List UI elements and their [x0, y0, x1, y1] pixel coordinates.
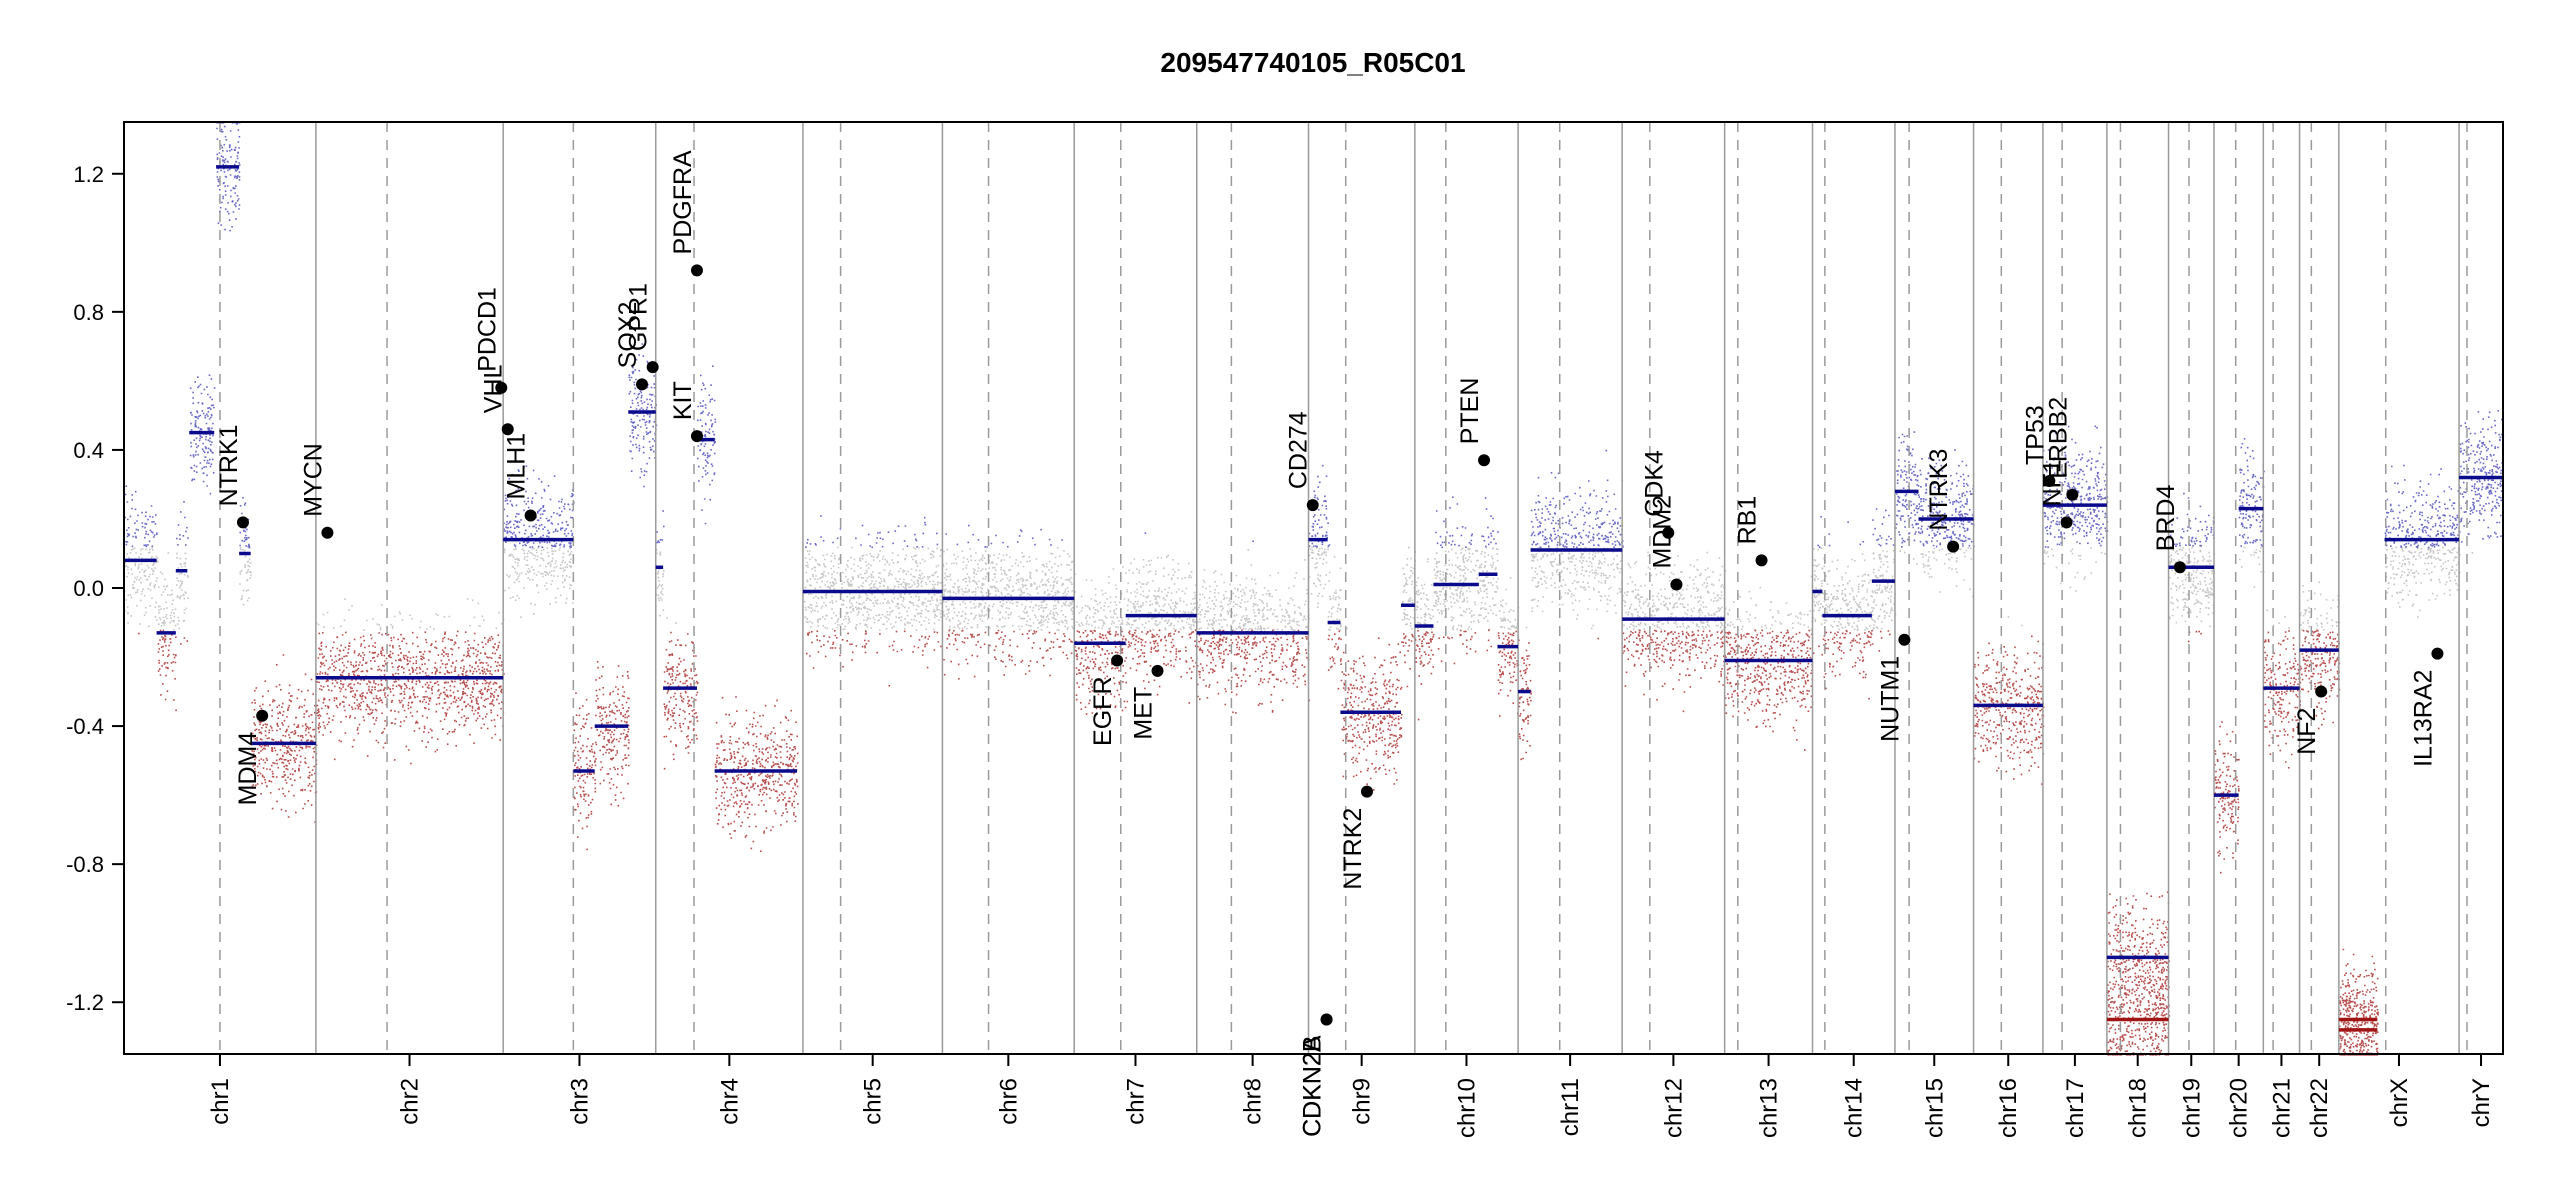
x-tick-label: chr12: [1660, 1078, 1687, 1138]
y-tick-label: -0.8: [66, 852, 104, 877]
x-tick-label: chr11: [1557, 1078, 1584, 1136]
gene-point: [524, 509, 537, 522]
y-axis: -1.2 -0.8 -0.4 0.0 0.4 0.8 1.2: [66, 162, 124, 1015]
x-tick-label: chrX: [2386, 1078, 2413, 1127]
gene-point: [1306, 499, 1319, 512]
gene-label: CDKN2B: [1299, 1035, 1327, 1136]
gene-point: [646, 361, 659, 374]
gene-label: TP53: [2021, 405, 2049, 465]
gene-point: [636, 378, 649, 391]
x-tick-label: chr18: [2125, 1078, 2152, 1138]
x-tick-label: chr9: [1349, 1078, 1376, 1125]
gene-point: [1360, 785, 1373, 798]
gene-point: [690, 430, 703, 443]
gene-label: MYCN: [299, 443, 327, 517]
gene-label: NUTM1: [1876, 656, 1904, 742]
gene-point: [1947, 540, 1960, 553]
x-tick-label: chr3: [566, 1078, 593, 1125]
y-tick-label: 0.0: [73, 576, 104, 601]
x-tick-label: chr6: [995, 1078, 1022, 1125]
gene-point: [2173, 561, 2186, 574]
gene-point: [1478, 454, 1491, 467]
gene-label: NTRK2: [1339, 808, 1367, 890]
gene-label: NF1: [2039, 459, 2067, 506]
y-tick-label: 1.2: [73, 162, 104, 187]
gene-label: CDKN2A: [1299, 1035, 1327, 1137]
x-tick-label: chr7: [1122, 1078, 1149, 1125]
x-tick-label: chr15: [1921, 1078, 1948, 1138]
gene-label: KIT: [669, 381, 697, 420]
x-tick-label: chr22: [2306, 1078, 2333, 1138]
gene-label: RB1: [1734, 496, 1762, 545]
x-tick-label: chr2: [397, 1078, 424, 1125]
x-tick-label: chr4: [716, 1078, 743, 1125]
y-tick-label: 0.8: [73, 300, 104, 325]
chromosome-boundaries: [219, 122, 2468, 1054]
y-tick-label: 0.4: [73, 438, 104, 463]
x-tick-label: chr17: [2062, 1078, 2089, 1138]
x-axis: chr1 chr2 chr3 chr4 chr5 chr6 chr7 chr8 chr9 chr1…: [207, 1054, 2495, 1138]
x-tick-label: chr21: [2268, 1078, 2295, 1138]
gene-point: [321, 526, 334, 539]
x-tick-label: chr1: [207, 1078, 234, 1125]
gene-point: [1670, 578, 1683, 591]
gene-point: [495, 381, 508, 394]
gene-label: BRD4: [2152, 485, 2180, 552]
gene-point: [1151, 664, 1164, 677]
x-tick-label: chr8: [1240, 1078, 1267, 1125]
gene-label: EGFR: [1089, 676, 1117, 745]
gene-label: MDM4: [234, 732, 262, 806]
gene-label: NF2: [2293, 708, 2321, 755]
gene-label: CDK4: [1640, 450, 1668, 517]
gene-label: MLH1: [503, 433, 531, 500]
gene-label: SOX2: [614, 302, 642, 369]
gene-label: PDGFRA: [669, 150, 697, 255]
gene-point: [1320, 1013, 1333, 1026]
segment-lines: [124, 165, 2503, 1032]
gene-label: MDM2: [1648, 495, 1676, 569]
gene-point: [1755, 554, 1768, 567]
gene-point: [236, 516, 249, 529]
gene-point: [1898, 633, 1911, 646]
x-tick-label: chrY: [2468, 1078, 2495, 1127]
gene-label: MET: [1130, 687, 1158, 740]
gene-point: [501, 423, 514, 436]
x-tick-label: chr5: [860, 1078, 887, 1125]
gene-label: CD274: [1285, 411, 1313, 489]
probe-cloud: [138, 629, 2379, 1056]
gene-point: [2060, 516, 2073, 529]
y-tick-label: -1.2: [66, 990, 104, 1015]
gene-label: IL13RA2: [2409, 670, 2437, 767]
chart-title: 209547740105_R05C01: [1160, 47, 1465, 78]
gene-label: ERBB2: [2044, 397, 2072, 479]
gene-label: NTRK3: [1925, 449, 1953, 531]
x-tick-label: chr19: [2178, 1078, 2205, 1138]
gene-point: [1111, 654, 1124, 667]
gene-markers: NTRK1MDM4MYCNVHLPDCD1MLH1SOX2GPR1KITPDGF…: [215, 150, 2444, 1137]
gene-label: PDCD1: [473, 287, 501, 372]
gene-point: [1662, 526, 1675, 539]
gene-point: [2066, 488, 2079, 501]
plot-frame: [123, 121, 2504, 1055]
gene-point: [256, 709, 269, 722]
x-tick-label: chr20: [2226, 1078, 2253, 1138]
gene-point: [690, 264, 703, 277]
gene-point: [2431, 647, 2444, 660]
x-tick-label: chr14: [1841, 1078, 1868, 1138]
x-tick-label: chr13: [1756, 1078, 1783, 1138]
x-tick-label: chr10: [1453, 1078, 1480, 1138]
x-tick-label: chr16: [1995, 1078, 2022, 1138]
gene-label: GPR1: [625, 283, 653, 351]
probe-points: [124, 122, 2505, 1056]
gene-point: [2315, 685, 2328, 698]
y-tick-label: -0.4: [66, 714, 104, 739]
gene-label: NTRK1: [215, 424, 243, 506]
gene-point: [2043, 474, 2056, 487]
gene-label: PTEN: [1456, 378, 1484, 445]
